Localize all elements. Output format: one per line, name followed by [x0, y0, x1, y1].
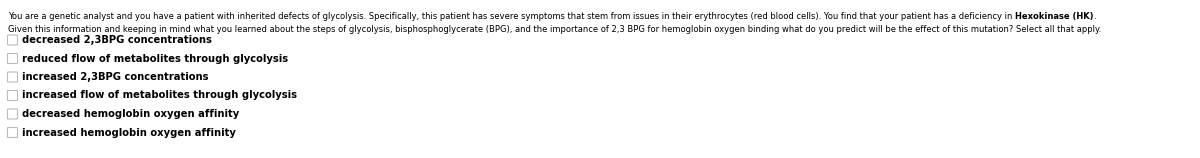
Text: decreased 2,3BPG concentrations: decreased 2,3BPG concentrations	[22, 35, 212, 45]
FancyBboxPatch shape	[7, 128, 18, 137]
Text: decreased hemoglobin oxygen affinity: decreased hemoglobin oxygen affinity	[22, 109, 239, 119]
Text: Given this information and keeping in mind what you learned about the steps of g: Given this information and keeping in mi…	[8, 25, 1102, 34]
Text: reduced flow of metabolites through glycolysis: reduced flow of metabolites through glyc…	[22, 54, 288, 64]
Text: Hexokinase (HK): Hexokinase (HK)	[1015, 12, 1093, 21]
Text: You are a genetic analyst and you have a patient with inherited defects of glyco: You are a genetic analyst and you have a…	[8, 12, 1015, 21]
FancyBboxPatch shape	[7, 72, 18, 82]
Text: increased flow of metabolites through glycolysis: increased flow of metabolites through gl…	[22, 91, 298, 100]
Text: .: .	[1093, 12, 1096, 21]
Text: increased hemoglobin oxygen affinity: increased hemoglobin oxygen affinity	[22, 128, 236, 137]
FancyBboxPatch shape	[7, 54, 18, 64]
Text: increased 2,3BPG concentrations: increased 2,3BPG concentrations	[22, 72, 209, 82]
FancyBboxPatch shape	[7, 91, 18, 100]
FancyBboxPatch shape	[7, 35, 18, 45]
FancyBboxPatch shape	[7, 109, 18, 119]
